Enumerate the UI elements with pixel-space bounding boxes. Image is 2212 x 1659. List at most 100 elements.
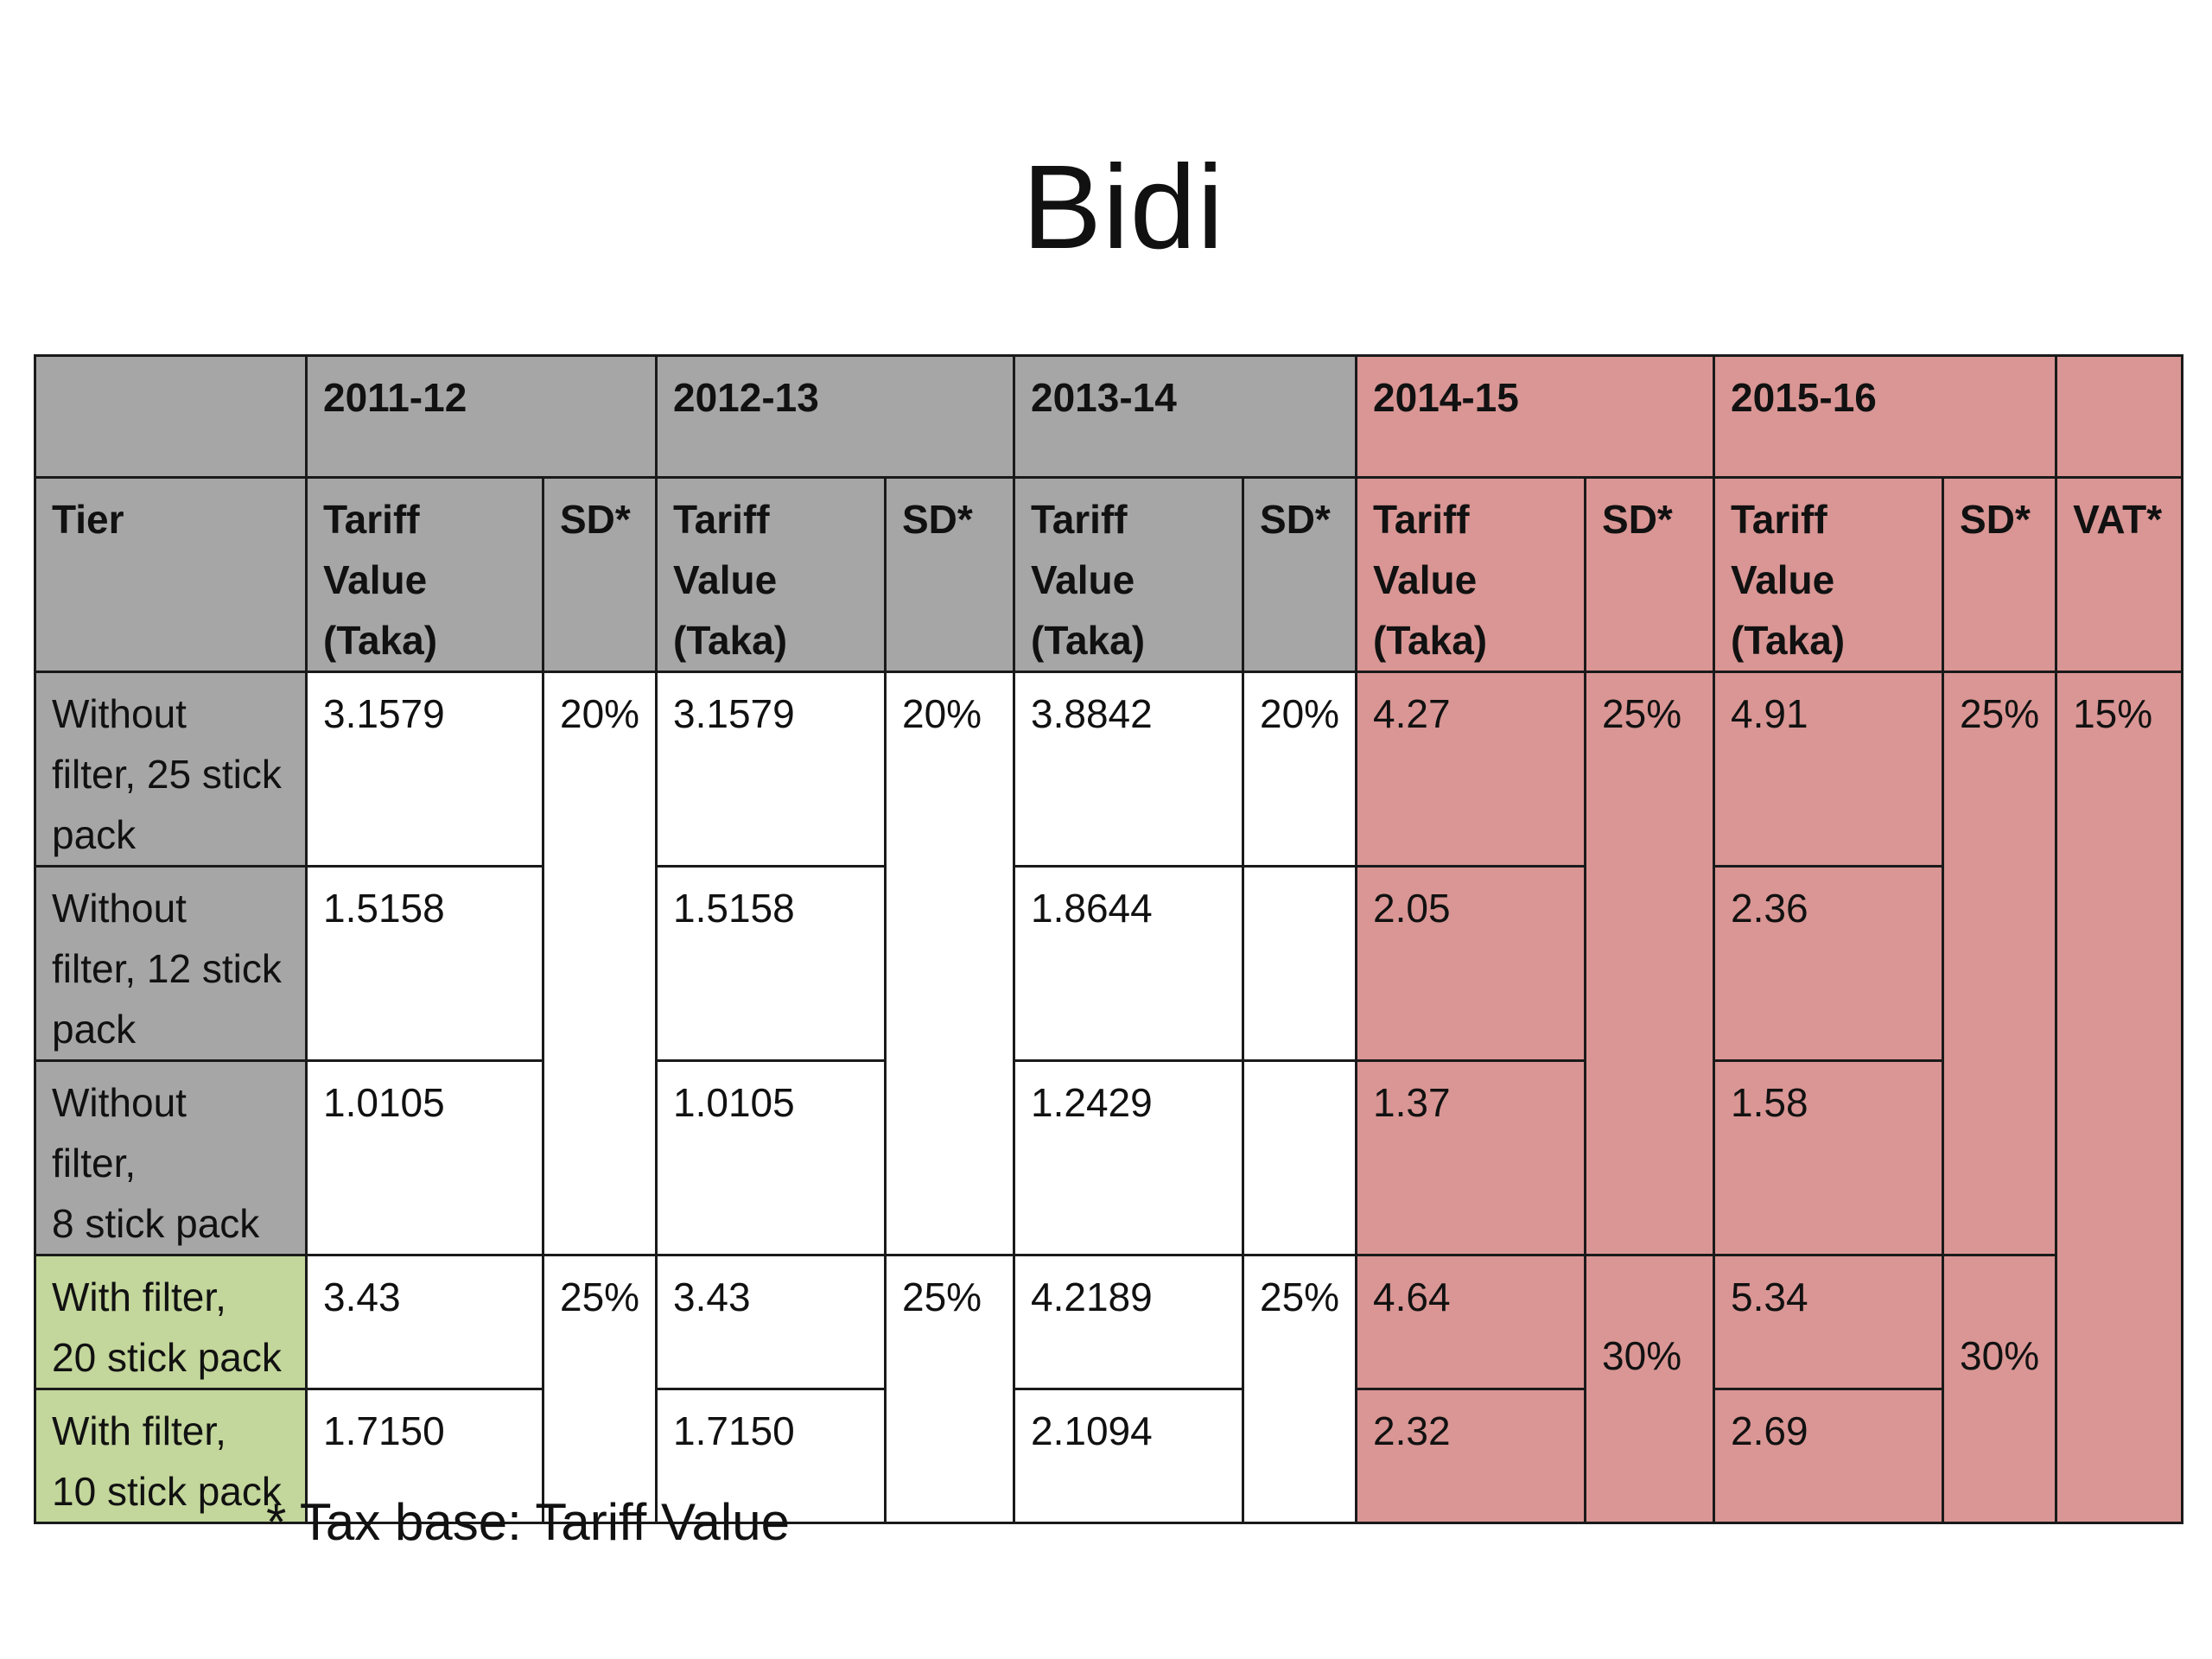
sd-header-2011-12: SD* [542,476,658,673]
tariff-header-line: (Taka) [1731,618,1846,663]
tier-label-line: filter, [52,1141,137,1185]
sd-without-filter-2014-15: 25% [1584,671,1716,1256]
tier-label-line: filter, 12 stick [52,946,282,991]
tariff-header-line: (Taka) [673,618,788,663]
tariff-value-header-2011-12: Tariff Value (Taka) [305,476,544,673]
tariff-header-line: Tariff [1031,497,1128,542]
tariff-value-cell: 2.32 [1355,1388,1587,1524]
tariff-value-cell: 1.7150 [655,1388,887,1524]
tier-label: Without filter, 25 stick pack [34,671,308,868]
sd-without-filter-2015-16: 25% [1942,671,2058,1256]
tariff-header-line: (Taka) [1373,618,1488,663]
year-header-2011-12: 2011-12 [305,354,658,479]
table-row: Without filter, 8 stick pack 1.0105 1.01… [34,1059,2183,1256]
slide-title: Bidi [1021,141,1225,274]
tier-label-line: With filter, [52,1408,226,1453]
tariff-header-line: Tariff [1731,497,1827,542]
tariff-value-cell: 1.0105 [655,1059,887,1256]
tariff-header-line: Tariff [1373,497,1470,542]
tariff-value-header-2012-13: Tariff Value (Taka) [655,476,887,673]
tier-label-line: With filter, [52,1274,226,1319]
tariff-value-header-2014-15: Tariff Value (Taka) [1355,476,1587,673]
tariff-value-cell: 5.34 [1713,1254,1945,1390]
sd-with-filter-2013-14: 25% [1242,1254,1358,1524]
tier-label: Without filter, 12 stick pack [34,865,308,1062]
sd-cell-2013-14 [1242,1059,1358,1256]
tariff-value-cell: 3.43 [655,1254,887,1390]
table-row: Without filter, 25 stick pack 3.1579 20%… [34,671,2184,1524]
tariff-header-line: (Taka) [1031,618,1146,663]
tier-label-line: filter, 25 stick [52,752,282,797]
year-header-2013-14: 2013-14 [1013,354,1358,479]
tier-label-line: 20 stick pack [52,1335,282,1380]
sd-cell-2013-14 [1242,865,1358,1062]
tier-header: Tier [34,476,308,673]
tariff-value-cell: 3.43 [305,1254,544,1390]
tariff-value-cell: 1.0105 [305,1059,544,1256]
tariff-value-header-2013-14: Tariff Value (Taka) [1013,476,1245,673]
tariff-value-cell: 4.27 [1355,671,1587,868]
sd-with-filter-2014-15: 30% [1584,1254,1716,1524]
tier-label-line: Without [52,886,187,931]
year-header-2014-15: 2014-15 [1355,354,1716,479]
tariff-value-cell: 1.37 [1355,1059,1587,1256]
tariff-value-cell: 1.5158 [305,865,544,1062]
tariff-value-cell: 1.7150 [305,1388,544,1524]
tariff-value-cell: 3.1579 [655,671,887,868]
tier-label-line: pack [52,1007,137,1052]
tier-label-line: Without [52,1080,187,1125]
tier-label-line: pack [52,812,137,857]
tariff-value-cell: 4.2189 [1013,1254,1245,1390]
tariff-value-cell: 2.1094 [1013,1388,1245,1524]
tariff-header-line: Value [673,557,778,602]
year-header-2015-16: 2015-16 [1713,354,2058,479]
tariff-header-line: Value [1373,557,1478,602]
column-header-row: Tier Tariff Value (Taka) SD* Tariff Valu… [34,476,2184,673]
tariff-value-cell: 1.2429 [1013,1059,1245,1256]
tariff-value-cell: 2.36 [1713,865,1945,1062]
sd-header-2015-16: SD* [1942,476,2058,673]
tariff-header-line: Value [1031,557,1135,602]
tariff-header-line: (Taka) [323,618,438,663]
sd-without-filter-2011-12: 20% [542,671,658,1256]
sd-with-filter-2011-12: 25% [542,1254,658,1524]
tariff-value-cell: 3.1579 [305,671,544,868]
bidi-tax-table: 2011-12 2012-13 2013-14 2014-15 2015-16 … [34,354,2184,1524]
sd-header-2014-15: SD* [1584,476,1716,673]
footnote: * Tax base: Tariff Value [266,1493,790,1551]
sd-with-filter-2012-13: 25% [883,1254,1016,1524]
table-row: With filter, 10 stick pack 1.7150 1.7150… [34,1388,2183,1524]
tariff-value-cell: 1.58 [1713,1059,1945,1256]
empty-corner-cell [34,354,308,479]
tier-label: Without filter, 8 stick pack [34,1059,308,1256]
tier-label-line: Without [52,691,187,736]
tier-label: With filter, 20 stick pack [34,1254,308,1390]
sd-cell-2013-14: 20% [1242,671,1358,868]
tariff-value-cell: 1.5158 [655,865,887,1062]
sd-header-2013-14: SD* [1242,476,1358,673]
tariff-value-header-2015-16: Tariff Value (Taka) [1713,476,1945,673]
tariff-value-cell: 1.8644 [1013,865,1245,1062]
tariff-value-cell: 4.91 [1713,671,1945,868]
tier-label-line: 10 stick pack [52,1469,282,1514]
tariff-value-cell: 2.05 [1355,865,1587,1062]
table-row: With filter, 20 stick pack 3.43 25% 3.43… [34,1254,2183,1524]
sd-with-filter-2015-16: 30% [1942,1254,2058,1524]
empty-vat-year-cell [2055,354,2184,479]
tier-label: With filter, 10 stick pack [34,1388,308,1524]
tariff-header-line: Value [323,557,428,602]
sd-header-2012-13: SD* [883,476,1016,673]
tariff-header-line: Value [1731,557,1835,602]
table-row: Without filter, 12 stick pack 1.5158 1.5… [34,865,2183,1062]
vat-header: VAT* [2055,476,2184,673]
tariff-header-line: Tariff [323,497,420,542]
tariff-value-cell: 4.64 [1355,1254,1587,1390]
tariff-value-cell: 2.69 [1713,1388,1945,1524]
vat-value-cell: 15% [2055,671,2184,1524]
tier-label-line: 8 stick pack [52,1201,260,1246]
sd-without-filter-2012-13: 20% [883,671,1016,1256]
year-header-2012-13: 2012-13 [654,354,1016,479]
year-header-row: 2011-12 2012-13 2013-14 2014-15 2015-16 [34,354,2184,479]
tariff-value-cell: 3.8842 [1013,671,1245,868]
tariff-header-line: Tariff [673,497,770,542]
